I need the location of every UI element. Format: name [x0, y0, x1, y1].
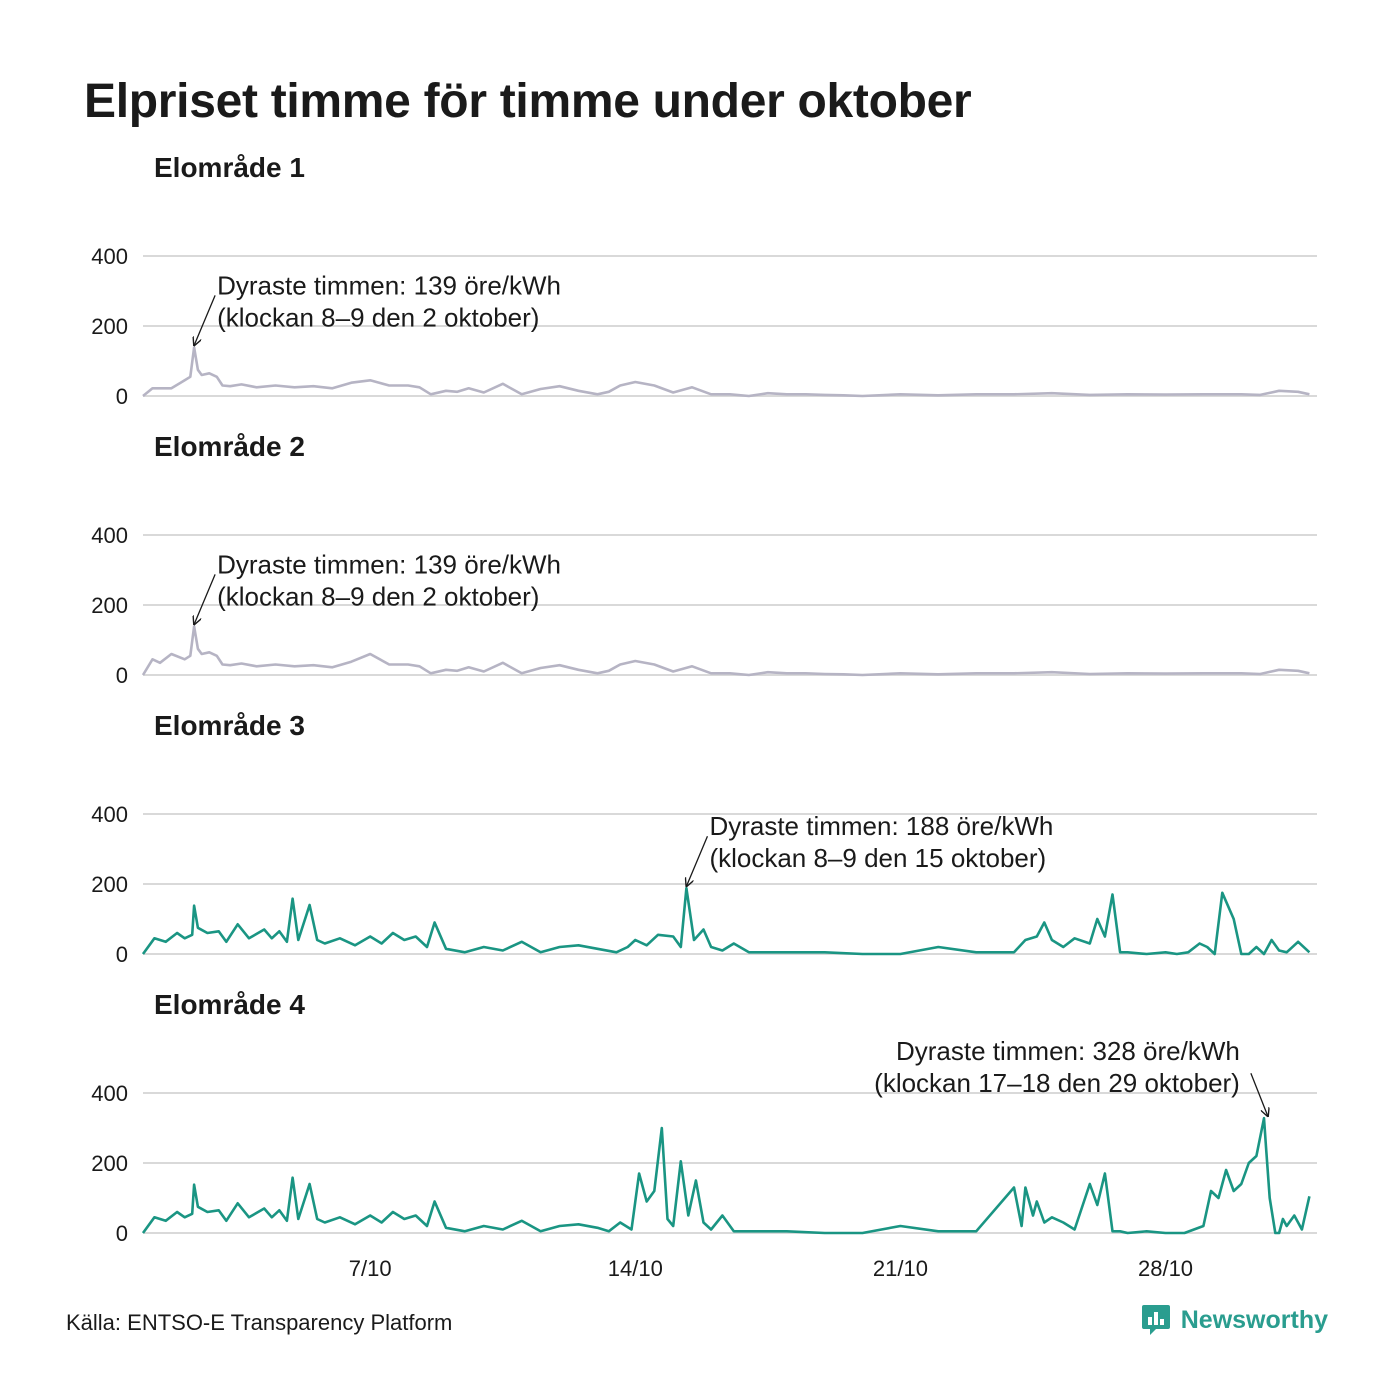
annotation-text: Dyraste timmen: 188 öre/kWh: [709, 811, 1053, 841]
panel-title: Elområde 3: [154, 710, 305, 741]
y-tick-label: 0: [116, 1221, 128, 1246]
series-line: [141, 886, 1311, 956]
y-tick-label: 400: [91, 802, 128, 827]
y-tick-label: 200: [91, 593, 128, 618]
chart-title: Elpriset timme för timme under oktober: [84, 75, 972, 128]
x-tick-label: 28/10: [1138, 1256, 1193, 1281]
y-tick-label: 0: [116, 942, 128, 967]
x-tick-label: 21/10: [873, 1256, 928, 1281]
panel-title: Elområde 4: [154, 989, 305, 1020]
annotation-text: (klockan 8–9 den 2 oktober): [217, 302, 539, 332]
annotation-text: Dyraste timmen: 328 öre/kWh: [896, 1036, 1240, 1066]
annotation-arrow: [686, 835, 709, 886]
y-tick-label: 0: [116, 384, 128, 409]
annotation-text: Dyraste timmen: 139 öre/kWh: [217, 549, 561, 579]
annotation-text: (klockan 8–9 den 2 oktober): [217, 581, 539, 611]
y-tick-label: 200: [91, 1151, 128, 1176]
annotation-text: (klockan 8–9 den 15 oktober): [709, 843, 1046, 873]
y-tick-label: 200: [91, 872, 128, 897]
bar-chart-speech-bubble-icon: [1141, 1305, 1170, 1335]
annotation-arrow: [194, 295, 216, 345]
annotation-text: Dyraste timmen: 139 öre/kWh: [217, 270, 561, 300]
x-tick-label: 7/10: [349, 1256, 392, 1281]
series-line: [141, 1116, 1311, 1235]
brand-name: Newsworthy: [1180, 1305, 1328, 1334]
y-tick-label: 0: [116, 663, 128, 688]
y-tick-label: 400: [91, 523, 128, 548]
y-tick-label: 400: [91, 1081, 128, 1106]
y-tick-label: 200: [91, 314, 128, 339]
x-tick-label: 14/10: [608, 1256, 663, 1281]
annotation-text: (klockan 17–18 den 29 oktober): [874, 1068, 1240, 1098]
series-line: [141, 625, 1310, 677]
annotation-arrow: [1250, 1072, 1268, 1116]
series-line: [142, 346, 1310, 398]
source-note: Källa: ENTSO-E Transparency Platform: [66, 1310, 453, 1335]
annotation-arrow: [194, 574, 216, 624]
panel-title: Elområde 2: [154, 431, 305, 462]
panel-title: Elområde 1: [154, 152, 305, 183]
y-tick-label: 400: [91, 244, 128, 269]
brand-logo[interactable]: Newsworthy: [1141, 1303, 1328, 1337]
